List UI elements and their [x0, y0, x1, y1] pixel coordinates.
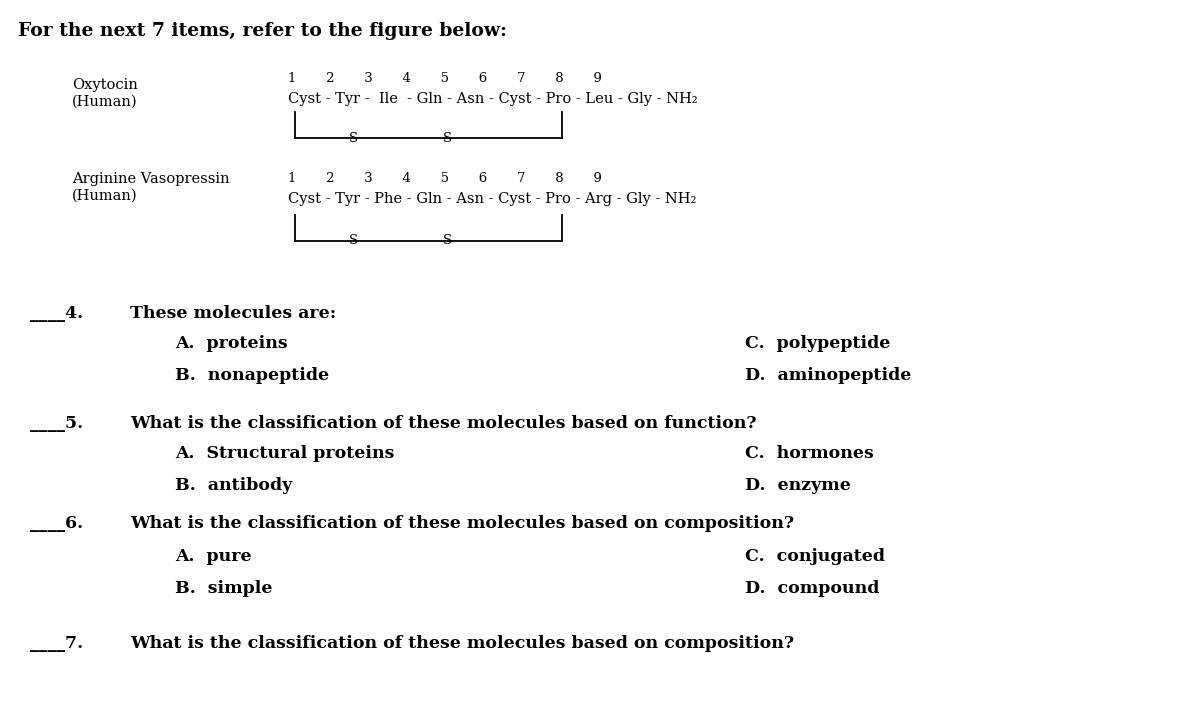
Text: D.  compound: D. compound: [745, 580, 880, 597]
Text: S: S: [349, 235, 359, 247]
Text: 1       2       3       4       5       6       7       8       9: 1 2 3 4 5 6 7 8 9: [288, 72, 602, 85]
Text: A.  pure: A. pure: [175, 548, 252, 565]
Text: A.  Structural proteins: A. Structural proteins: [175, 445, 395, 462]
Text: A.  proteins: A. proteins: [175, 335, 288, 352]
Text: What is the classification of these molecules based on composition?: What is the classification of these mole…: [130, 515, 794, 532]
Text: B.  nonapeptide: B. nonapeptide: [175, 367, 329, 384]
Text: What is the classification of these molecules based on composition?: What is the classification of these mole…: [130, 635, 794, 652]
Text: B.  antibody: B. antibody: [175, 477, 293, 494]
Text: C.  conjugated: C. conjugated: [745, 548, 886, 565]
Text: S: S: [349, 132, 359, 144]
Text: B.  simple: B. simple: [175, 580, 272, 597]
Text: These molecules are:: These molecules are:: [130, 305, 336, 322]
Text: Cyst - Tyr -  Ile  - Gln - Asn - Cyst - Pro - Leu - Gly - NH₂: Cyst - Tyr - Ile - Gln - Asn - Cyst - Pr…: [288, 92, 697, 106]
Text: ____7.: ____7.: [30, 635, 83, 652]
Text: For the next 7 items, refer to the figure below:: For the next 7 items, refer to the figur…: [18, 22, 508, 40]
Text: ____6.: ____6.: [30, 515, 83, 532]
Text: S: S: [443, 132, 451, 144]
Text: Arginine Vasopressin
(Human): Arginine Vasopressin (Human): [72, 172, 229, 202]
Text: Cyst - Tyr - Phe - Gln - Asn - Cyst - Pro - Arg - Gly - NH₂: Cyst - Tyr - Phe - Gln - Asn - Cyst - Pr…: [288, 192, 696, 206]
Text: S: S: [443, 235, 451, 247]
Text: D.  enzyme: D. enzyme: [745, 477, 851, 494]
Text: C.  polypeptide: C. polypeptide: [745, 335, 890, 352]
Text: Oxytocin
(Human): Oxytocin (Human): [72, 78, 138, 108]
Text: C.  hormones: C. hormones: [745, 445, 874, 462]
Text: D.  aminopeptide: D. aminopeptide: [745, 367, 911, 384]
Text: ____5.: ____5.: [30, 415, 83, 432]
Text: ____4.: ____4.: [30, 305, 83, 322]
Text: 1       2       3       4       5       6       7       8       9: 1 2 3 4 5 6 7 8 9: [288, 172, 602, 185]
Text: What is the classification of these molecules based on function?: What is the classification of these mole…: [130, 415, 756, 432]
